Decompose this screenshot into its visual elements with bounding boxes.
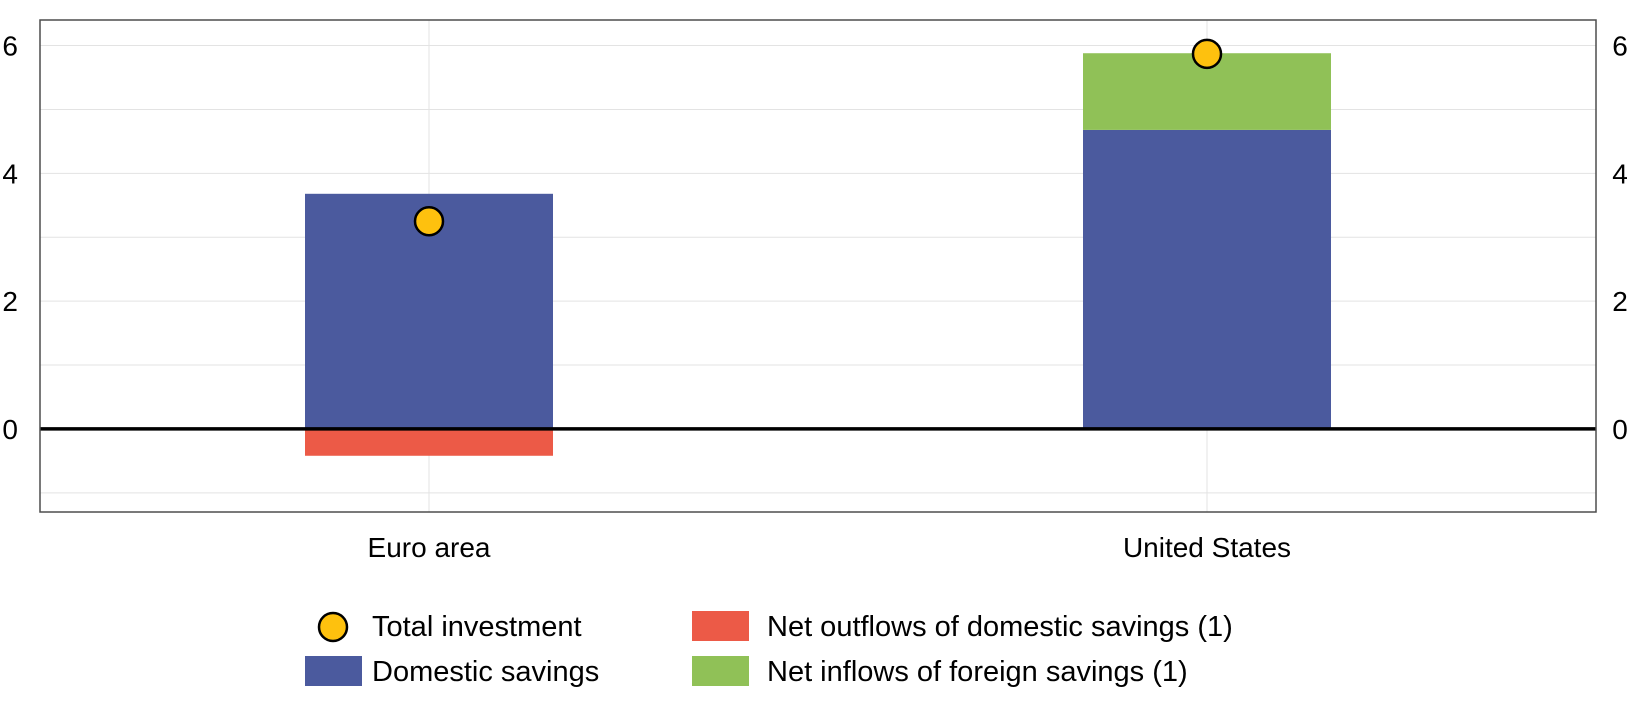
y-tick-label-right: 0 [1612, 414, 1628, 445]
y-tick-label-left: 0 [2, 414, 18, 445]
bar-1-0 [305, 428, 553, 456]
legend-label: Domestic savings [372, 656, 599, 688]
legend-swatch-marker [317, 611, 349, 643]
legend-label: Net inflows of foreign savings (1) [767, 656, 1188, 688]
legend-label: Total investment [372, 611, 582, 643]
y-tick-label-left: 2 [2, 286, 18, 317]
legend: Total investment Net outflows of domestic… [305, 611, 1233, 688]
y-tick-label-left: 4 [2, 158, 18, 189]
legend-swatch [692, 611, 749, 641]
y-tick-label-right: 6 [1612, 31, 1628, 62]
plot-frame [39, 19, 1597, 513]
legend-label: Net outflows of domestic savings (1) [767, 611, 1233, 643]
legend-swatch [692, 656, 749, 686]
marker-total-investment-0 [413, 206, 445, 237]
y-tick-label-right: 2 [1612, 286, 1628, 317]
x-category-label: Euro area [368, 532, 491, 563]
y-tick-label-right: 4 [1612, 158, 1628, 189]
legend-swatch [305, 656, 362, 686]
bar-0-1 [1083, 129, 1331, 429]
gridlines [40, 20, 1596, 512]
x-category-label: United States [1123, 532, 1291, 563]
marker-total-investment-1 [1191, 38, 1223, 70]
y-tick-label-left: 6 [2, 31, 18, 62]
